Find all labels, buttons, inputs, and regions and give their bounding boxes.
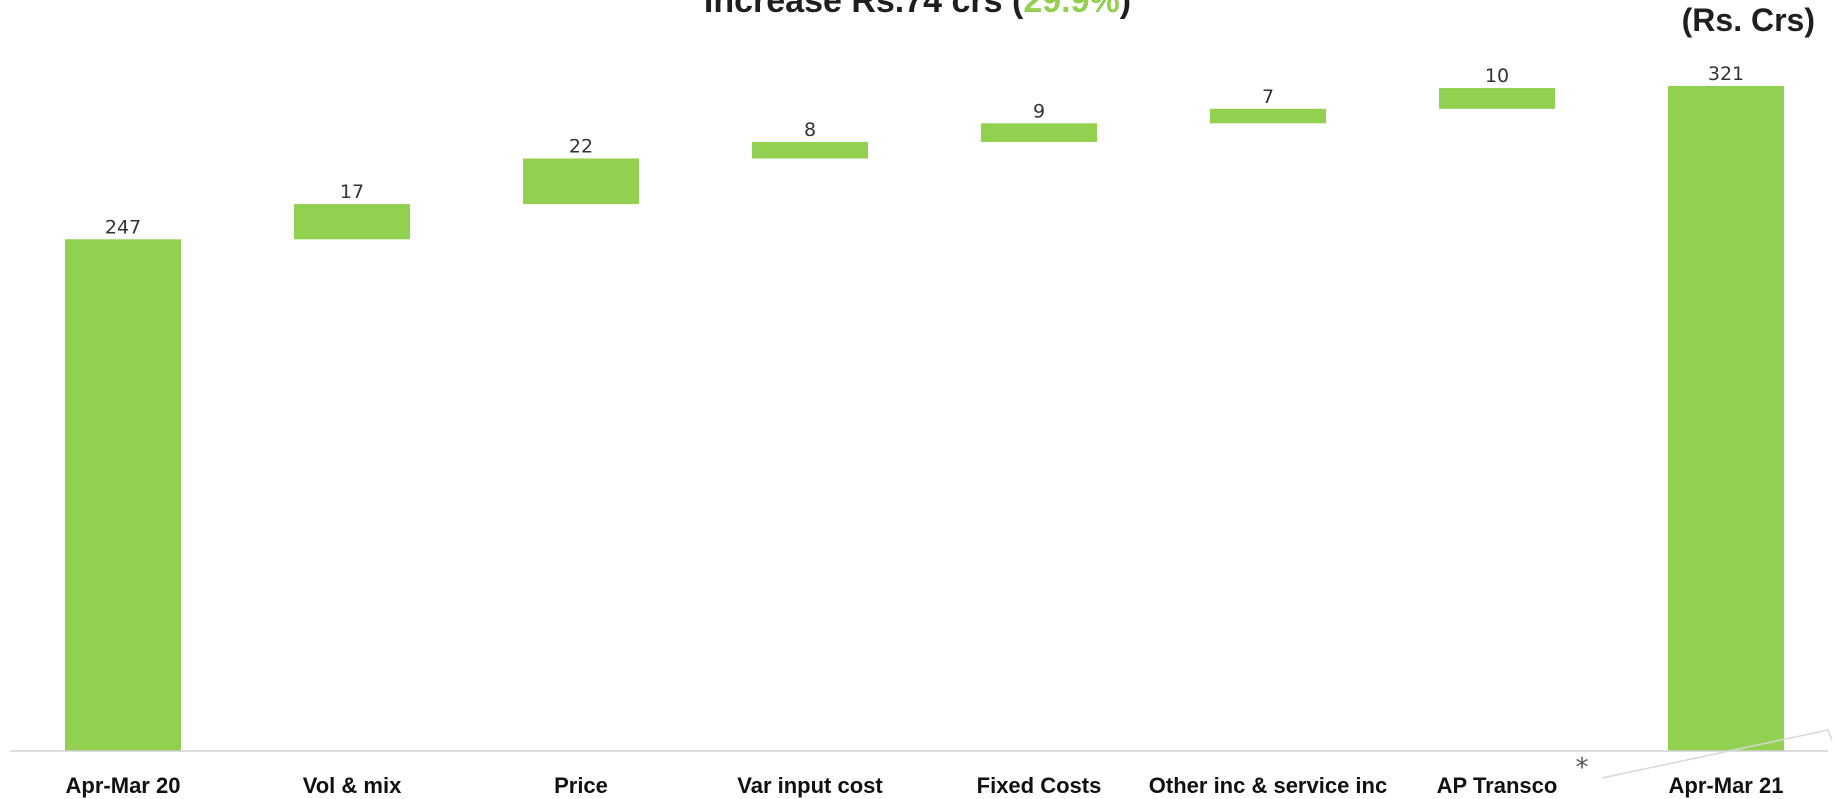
bar-2: [523, 158, 639, 205]
bar-0: [65, 239, 181, 751]
category-label-3: Var input cost: [737, 773, 883, 798]
bars-group: [65, 86, 1784, 751]
data-labels-group: 247 17 22 8 9 7 10 321: [105, 63, 1744, 238]
data-label-0: 247: [105, 216, 141, 238]
data-label-7: 321: [1708, 63, 1744, 85]
bar-6: [1439, 88, 1555, 109]
data-label-6: 10: [1485, 65, 1509, 87]
title-percentage: 29.9%: [1023, 0, 1120, 20]
category-label-2: Price: [554, 773, 608, 798]
category-labels-group: Apr-Mar 20 Vol & mix Price Var input cost Fi…: [66, 773, 1784, 798]
category-label-0: Apr-Mar 20: [66, 773, 181, 798]
unit-label: (Rs. Crs): [1681, 2, 1815, 38]
data-label-3: 8: [804, 119, 816, 141]
data-label-1: 17: [340, 181, 364, 203]
corner-decoration: [1601, 729, 1833, 779]
data-label-5: 7: [1262, 86, 1274, 108]
bar-7: [1668, 86, 1784, 751]
category-label-4: Fixed Costs: [977, 773, 1102, 798]
footnote-asterisk: *: [1576, 753, 1589, 783]
category-label-1: Vol & mix: [303, 773, 402, 798]
data-label-2: 22: [569, 136, 593, 158]
category-label-7: Apr-Mar 21: [1669, 773, 1784, 798]
bar-3: [752, 141, 868, 159]
bar-5: [1210, 108, 1326, 124]
bar-1: [294, 204, 410, 240]
category-label-5: Other inc & service inc: [1149, 773, 1387, 798]
title-prefix: Increase Rs.74 crs (: [703, 0, 1024, 20]
category-label-6: AP Transco: [1437, 773, 1558, 798]
title-suffix: ): [1119, 0, 1132, 20]
data-label-4: 9: [1033, 100, 1045, 122]
chart-title: Increase Rs.74 crs (29.9%): [0, 0, 1835, 21]
bar-4: [981, 123, 1097, 142]
